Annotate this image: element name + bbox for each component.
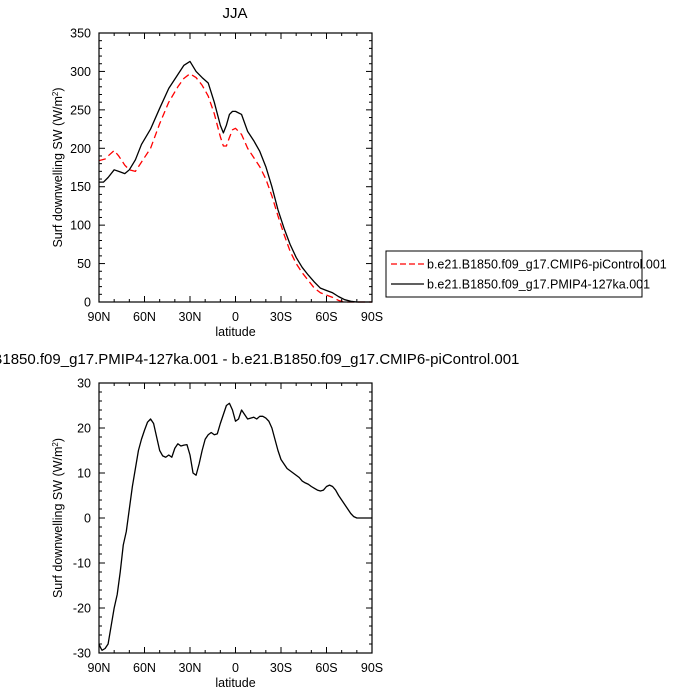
legend: b.e21.B1850.f09_g17.CMIP6-piControl.001b… [385,250,667,298]
y-tick-label: 50 [77,257,91,271]
y-tick-label: 200 [70,142,91,156]
x-tick-label: 30S [270,661,292,675]
y-tick-label: 250 [70,103,91,117]
y-tick-label: 150 [70,180,91,194]
y-axis-label: Surf downwelling SW (W/m2) [51,438,65,598]
x-tick-label: 90S [361,310,383,324]
x-tick-label: 30S [270,310,292,324]
x-tick-label: 0 [232,661,239,675]
y-axis-label: Surf downwelling SW (W/m2) [51,87,65,247]
y-tick-label: 10 [77,467,91,481]
y-tick-label: -20 [73,602,91,616]
y-tick-label: 20 [77,422,91,436]
y-tick-label: 0 [84,296,91,310]
y-tick-label: 0 [84,512,91,526]
legend-box [385,250,643,298]
series-line-1 [98,73,372,303]
x-tick-label: 60S [315,661,337,675]
plot-frame [98,32,373,303]
legend-label: b.e21.B1850.f09_g17.PMIP4-127ka.001 [427,278,650,292]
x-tick-label: 30N [179,310,202,324]
series-group [98,60,372,303]
bottom-plot: b.e21.B1850.f09_g17.PMIP4-127ka.001 - b.… [0,351,519,690]
legend-label: b.e21.B1850.f09_g17.CMIP6-piControl.001 [427,258,667,272]
x-axis-label: latitude [215,676,255,690]
chart-title: b.e21.B1850.f09_g17.PMIP4-127ka.001 - b.… [0,351,519,368]
series-line-1 [98,402,372,651]
y-tick-label: -10 [73,557,91,571]
x-tick-label: 90N [88,661,111,675]
y-tick-label: 350 [70,27,91,41]
top-plot: JJA 90N 60N 30N 0 30S 60S 90S 0 50 100 150 200 250 300… [51,5,667,339]
x-tick-label: 60N [133,661,156,675]
x-axis-label: latitude [215,325,255,339]
x-tick-label: 90S [361,661,383,675]
y-tick-label: -30 [73,647,91,661]
x-tick-label: 90N [88,310,111,324]
series-group [98,402,372,651]
y-tick-label: 100 [70,219,91,233]
x-tick-label: 60N [133,310,156,324]
plot-frame [98,382,373,654]
x-tick-label: 0 [232,310,239,324]
y-tick-label: 300 [70,65,91,79]
y-tick-label: 30 [77,377,91,391]
series-line-2 [99,60,372,303]
chart-title: JJA [222,5,247,22]
x-tick-label: 30N [179,661,202,675]
x-tick-label: 60S [315,310,337,324]
